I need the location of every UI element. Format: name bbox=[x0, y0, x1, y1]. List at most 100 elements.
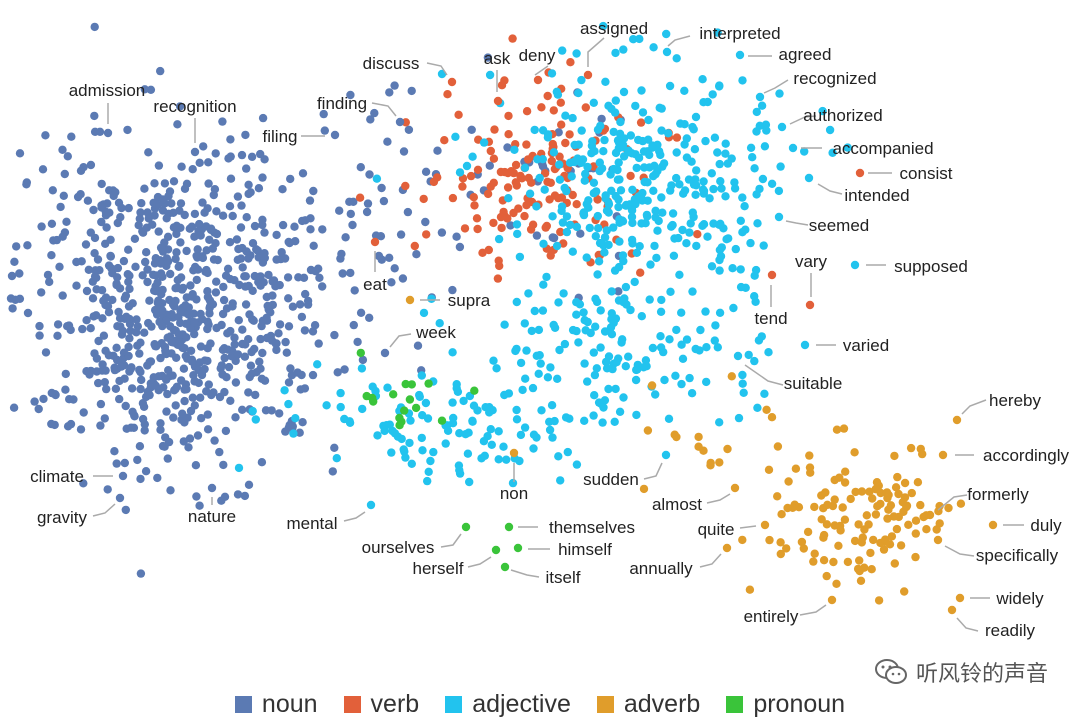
label-week: week bbox=[415, 323, 456, 342]
scatter-point-adjective bbox=[602, 226, 611, 235]
scatter-point-noun bbox=[124, 245, 133, 254]
scatter-point-adjective bbox=[639, 363, 648, 372]
scatter-point-adjective bbox=[487, 440, 496, 449]
scatter-point-adjective bbox=[648, 343, 658, 353]
scatter-point-noun bbox=[209, 255, 219, 264]
scatter-point-adjective bbox=[692, 166, 701, 175]
scatter-point-noun bbox=[244, 180, 253, 189]
scatter-point-noun bbox=[43, 270, 53, 280]
legend-label-pronoun: pronoun bbox=[753, 690, 846, 718]
scatter-point-noun bbox=[94, 378, 103, 388]
scatter-point-adjective bbox=[562, 227, 572, 237]
scatter-point-adjective bbox=[629, 35, 638, 44]
scatter-point-adjective bbox=[574, 338, 583, 347]
scatter-point-adjective bbox=[632, 410, 641, 420]
scatter-point-noun bbox=[103, 485, 112, 494]
scatter-point-adverb bbox=[911, 516, 921, 525]
scatter-point-adjective bbox=[738, 76, 747, 85]
scatter-point-adjective bbox=[465, 477, 474, 487]
scatter-point-adjective bbox=[751, 297, 760, 306]
scatter-point-adjective bbox=[515, 456, 524, 466]
scatter-point-adjective bbox=[601, 77, 610, 87]
scatter-point-verb bbox=[522, 107, 532, 116]
scatter-point-adjective bbox=[512, 220, 522, 229]
scatter-point-noun bbox=[163, 257, 173, 266]
point-accompanied bbox=[788, 143, 798, 153]
scatter-point-adjective bbox=[649, 186, 658, 195]
scatter-point-verb bbox=[410, 241, 419, 251]
scatter-point-adjective bbox=[601, 194, 610, 203]
scatter-point-noun bbox=[163, 245, 173, 254]
scatter-point-verb bbox=[517, 174, 527, 183]
scatter-point-noun bbox=[483, 53, 493, 62]
scatter-point-noun bbox=[506, 221, 515, 230]
scatter-point-adjective bbox=[754, 336, 764, 345]
scatter-point-adverb bbox=[810, 502, 819, 512]
scatter-point-noun bbox=[178, 409, 187, 418]
scatter-point-adjective bbox=[405, 438, 414, 448]
scatter-point-verb bbox=[520, 211, 529, 221]
scatter-point-adjective bbox=[600, 327, 610, 336]
scatter-point-adjective bbox=[545, 417, 554, 426]
scatter-point-noun bbox=[137, 199, 146, 208]
scatter-point-adjective bbox=[462, 161, 472, 171]
scatter-point-adjective bbox=[774, 186, 784, 196]
label-seemed: seemed bbox=[809, 216, 869, 235]
scatter-point-noun bbox=[135, 349, 144, 358]
scatter-point-noun bbox=[220, 353, 229, 363]
scatter-point-adjective bbox=[383, 383, 392, 392]
scatter-point-noun bbox=[86, 160, 96, 170]
scatter-point-noun bbox=[153, 278, 162, 287]
watermark: 听风铃的声音 bbox=[874, 656, 1048, 688]
scatter-point-noun bbox=[10, 257, 19, 266]
scatter-point-adjective bbox=[590, 147, 599, 156]
scatter-point-adjective bbox=[597, 164, 607, 173]
scatter-point-adverb bbox=[850, 448, 859, 457]
scatter-point-noun bbox=[92, 367, 102, 376]
scatter-point-noun bbox=[120, 458, 129, 468]
scatter-point-noun bbox=[58, 232, 67, 241]
scatter-point-noun bbox=[86, 324, 95, 333]
scatter-point-noun bbox=[174, 262, 183, 271]
scatter-point-noun bbox=[41, 348, 51, 357]
scatter-point-noun bbox=[283, 273, 293, 282]
scatter-point-adverb bbox=[854, 520, 863, 529]
scatter-point-noun bbox=[192, 275, 201, 285]
scatter-point-noun bbox=[130, 234, 140, 243]
scatter-point-noun bbox=[172, 353, 181, 362]
scatter-point-noun bbox=[153, 473, 162, 483]
scatter-point-adverb bbox=[643, 426, 653, 435]
scatter-point-adverb bbox=[896, 541, 906, 550]
scatter-point-verb bbox=[440, 136, 449, 145]
scatter-point-noun bbox=[242, 164, 251, 173]
scatter-point-adjective bbox=[715, 82, 724, 91]
scatter-point-noun bbox=[124, 342, 133, 352]
scatter-point-noun bbox=[66, 419, 76, 429]
scatter-point-verb bbox=[458, 182, 467, 191]
scatter-point-noun bbox=[228, 302, 237, 311]
scatter-point-noun bbox=[341, 233, 350, 242]
scatter-point-noun bbox=[281, 337, 290, 347]
scatter-point-adjective bbox=[702, 343, 711, 352]
scatter-point-adjective bbox=[601, 357, 611, 367]
scatter-point-adjective bbox=[651, 213, 660, 222]
scatter-point-noun bbox=[370, 108, 379, 118]
scatter-point-adjective bbox=[672, 325, 681, 335]
scatter-point-verb bbox=[511, 160, 521, 170]
scatter-point-adjective bbox=[554, 298, 563, 307]
scatter-point-adjective bbox=[574, 88, 583, 98]
label-agreed: agreed bbox=[779, 45, 832, 64]
scatter-point-adjective bbox=[525, 189, 535, 198]
scatter-point-adjective bbox=[489, 356, 498, 365]
scatter-point-noun bbox=[116, 213, 125, 222]
scatter-point-adjective bbox=[584, 203, 593, 212]
scatter-point-adjective bbox=[553, 90, 563, 99]
scatter-point-adjective bbox=[532, 202, 541, 211]
point-vary bbox=[805, 300, 815, 310]
scatter-point-verb bbox=[512, 181, 521, 190]
scatter-point-noun bbox=[124, 277, 133, 287]
label-ask: ask bbox=[484, 49, 511, 68]
scatter-point-noun bbox=[238, 263, 247, 272]
scatter-point-noun bbox=[34, 404, 43, 414]
scatter-point-noun bbox=[197, 414, 206, 423]
